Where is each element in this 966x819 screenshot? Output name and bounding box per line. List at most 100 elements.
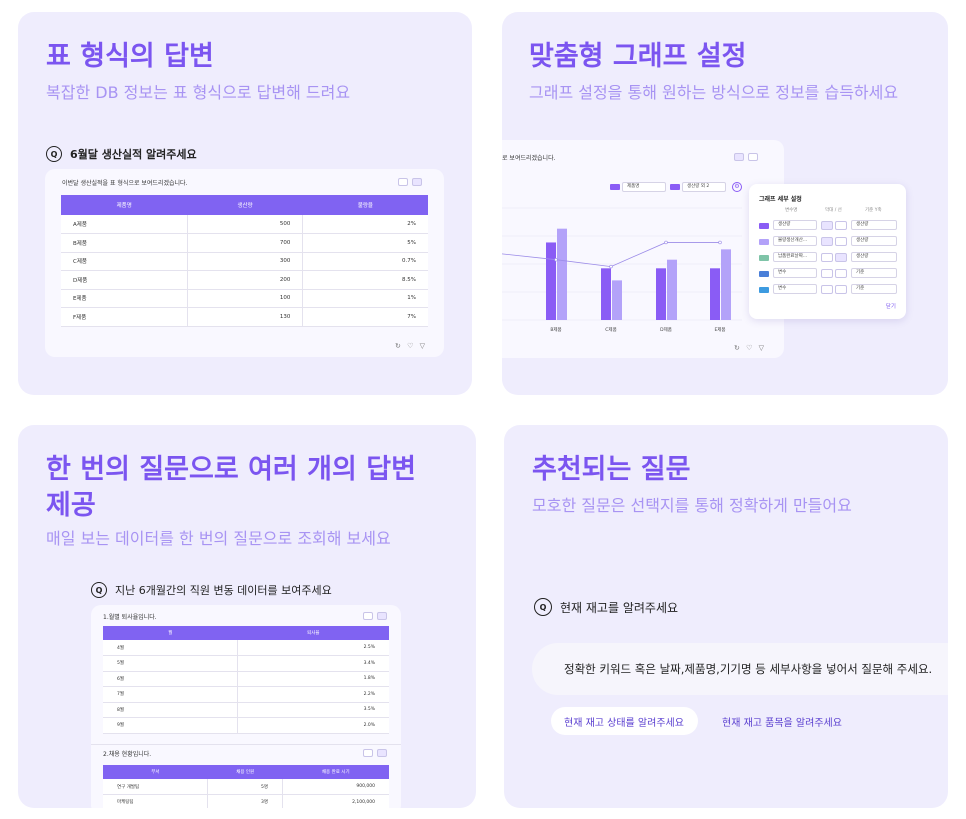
question-text: 현재 재고를 알려주세요: [560, 600, 679, 615]
card-title: 추천되는 질문: [532, 454, 691, 485]
settings-gear-icon[interactable]: ⚙: [732, 182, 742, 192]
search-icon: Q: [91, 582, 107, 598]
chart-point[interactable]: [664, 240, 668, 245]
x-axis-tag-icon: [610, 184, 620, 190]
chart-point[interactable]: [554, 257, 558, 262]
answer-panel: 이번달 생산실적을 표 형식으로 보여드리겠습니다. 제품명 생산량 불량율 A…: [45, 169, 444, 357]
variable-select[interactable]: 변수: [773, 268, 817, 278]
answer-bubble: 정확한 키워드 혹은 날짜,제품명,기기명 등 세부사항을 넣어서 질문해 주세…: [532, 643, 948, 695]
bar-toggle[interactable]: [821, 285, 833, 294]
series-color-tag: [759, 239, 769, 245]
bar-toggle[interactable]: [821, 269, 833, 278]
answer-intro: 이번달 생산실적을 표 형식으로 보여드리겠습니다.: [62, 180, 188, 187]
suggested-chip-1[interactable]: 현재 재고 상태를 알려주세요: [551, 707, 698, 735]
divider: [91, 744, 401, 745]
chart-point[interactable]: [718, 240, 722, 245]
y-axis-select[interactable]: 생산량 외 2: [682, 182, 726, 192]
chart-bar[interactable]: [546, 242, 556, 320]
search-icon: Q: [46, 146, 62, 162]
series-color-tag: [759, 287, 769, 293]
chart-view-button[interactable]: [734, 153, 744, 161]
table-view-button[interactable]: [363, 612, 373, 620]
feedback-icons[interactable]: ↻ ♡ ▽: [395, 342, 427, 350]
chart-bar[interactable]: [667, 259, 677, 320]
card-subtitle: 복잡한 DB 정보는 표 형식으로 답변해 드려요: [46, 83, 351, 102]
axis-select[interactable]: 생산량: [851, 220, 897, 230]
chart-line: [502, 242, 720, 267]
x-tick-label: E제품: [714, 326, 725, 333]
col-header[interactable]: 제품명: [61, 195, 188, 215]
x-axis-select[interactable]: 제품명: [622, 182, 666, 192]
answer-intro: 로 보여드리겠습니다.: [502, 155, 556, 162]
answer-title-2: 2.채용 현황입니다.: [103, 751, 152, 758]
table-row: 6월 1.8%: [103, 671, 389, 687]
col-header[interactable]: 불량율: [302, 195, 428, 215]
col-header[interactable]: 부서: [103, 765, 208, 779]
chart-bar[interactable]: [601, 268, 611, 320]
table-view-button[interactable]: [398, 178, 408, 186]
chart-view-button[interactable]: [377, 612, 387, 620]
x-tick-label: B제품: [550, 326, 561, 333]
search-icon: Q: [534, 598, 552, 616]
production-table: 제품명 생산량 불량율 A제품 500 2% B제품 700 5% C제품 300 0.7%…: [61, 195, 428, 327]
col-header[interactable]: 생산량: [187, 195, 303, 215]
chart-bar[interactable]: [656, 268, 666, 320]
line-toggle[interactable]: [835, 253, 847, 262]
chart-view-button[interactable]: [412, 178, 422, 186]
bar-toggle[interactable]: [821, 237, 833, 246]
table-answer-card: 표 형식의 답변 복잡한 DB 정보는 표 형식으로 답변해 드려요 Q 6월달…: [18, 12, 472, 395]
variable-select[interactable]: 생산량: [773, 220, 817, 230]
question-text: 6월달 생산실적 알려주세요: [70, 148, 197, 161]
close-button[interactable]: 닫기: [885, 304, 896, 310]
table-row: 8월 3.5%: [103, 702, 389, 718]
question-row: Q 현재 재고를 알려주세요: [534, 598, 678, 616]
variable-select[interactable]: 납품완료날짜...: [773, 252, 817, 262]
col-header[interactable]: 퇴사율: [237, 626, 389, 640]
bar-toggle[interactable]: [821, 253, 833, 262]
chart-view-button[interactable]: [377, 749, 387, 757]
axis-select[interactable]: 기준: [851, 268, 897, 278]
hiring-table: 부서 채용 인원 채용 완료 시기 연구 개발팀 5명 900,000 마케팅팀 3명…: [103, 765, 389, 808]
line-toggle[interactable]: [835, 237, 847, 246]
axis-select[interactable]: 생산량: [851, 252, 897, 262]
variable-select[interactable]: 변수: [773, 284, 817, 294]
series-color-tag: [759, 271, 769, 277]
line-toggle[interactable]: [835, 221, 847, 230]
table-row: C제품 300 0.7%: [61, 252, 428, 271]
table-row: F제품 130 7%: [61, 307, 428, 327]
axis-select[interactable]: 기준: [851, 284, 897, 294]
suggested-chip-2[interactable]: 현재 재고 품목을 알려주세요: [722, 718, 842, 729]
line-toggle[interactable]: [835, 269, 847, 278]
col-header[interactable]: 월: [103, 626, 238, 640]
table-row: 4월 2.5%: [103, 640, 389, 656]
suggested-question-card: 추천되는 질문 모호한 질문은 선택지를 통해 정확하게 만들어요 Q 현재 재…: [504, 425, 948, 808]
line-toggle[interactable]: [835, 285, 847, 294]
bar-line-chart: B제품 C제품 D제품 E제품: [502, 207, 742, 333]
settings-title: 그래프 세부 설정: [759, 196, 802, 203]
y-axis-tag-icon: [670, 184, 680, 190]
chart-bar[interactable]: [557, 228, 567, 320]
chart-bar[interactable]: [721, 249, 731, 320]
series-color-tag: [759, 255, 769, 261]
table-row: A제품 500 2%: [61, 215, 428, 234]
answer-text: 정확한 키워드 혹은 날짜,제품명,기기명 등 세부사항을 넣어서 질문해 주세…: [564, 662, 933, 676]
answer-title-1: 1.월별 퇴사율입니다.: [103, 614, 157, 621]
question-text: 지난 6개월간의 직원 변동 데이터를 보여주세요: [115, 584, 332, 597]
col-header[interactable]: 채용 완료 시기: [282, 765, 389, 779]
chart-point[interactable]: [609, 264, 613, 269]
chart-bar[interactable]: [612, 280, 622, 320]
table-row: 5월 3.4%: [103, 655, 389, 672]
table-view-button[interactable]: [363, 749, 373, 757]
bar-toggle[interactable]: [821, 221, 833, 230]
card-subtitle: 그래프 설정을 통해 원하는 방식으로 정보를 습득하세요: [529, 83, 899, 102]
table-view-button[interactable]: [748, 153, 758, 161]
feedback-icons[interactable]: ↻ ♡ ▽: [734, 344, 766, 352]
table-row: 7월 2.2%: [103, 686, 389, 703]
variable-select[interactable]: 불량생산개산...: [773, 236, 817, 246]
axis-select[interactable]: 생산량: [851, 236, 897, 246]
table-row: 마케팅팀 3명 2,100,000: [103, 794, 389, 808]
series-color-tag: [759, 223, 769, 229]
col-header[interactable]: 채용 인원: [207, 765, 283, 779]
table-row: 9월 2.0%: [103, 717, 389, 734]
chart-bar[interactable]: [710, 268, 720, 320]
